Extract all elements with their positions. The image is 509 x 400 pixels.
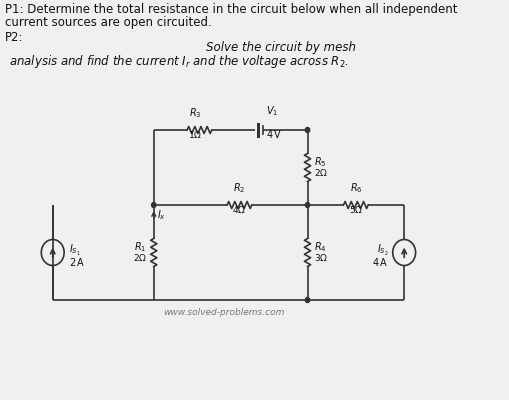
- Text: analysis and find the current $I_r$ and the voltage across $R_2$.: analysis and find the current $I_r$ and …: [9, 53, 348, 70]
- Text: $1\Omega$: $1\Omega$: [188, 129, 202, 140]
- Text: $R_5$: $R_5$: [313, 156, 326, 170]
- Circle shape: [305, 202, 309, 208]
- Circle shape: [305, 128, 309, 132]
- Text: current sources are open circuited.: current sources are open circuited.: [5, 16, 212, 29]
- Text: $I_{S_1}$: $I_{S_1}$: [68, 243, 80, 258]
- Text: P1: Determine the total resistance in the circuit below when all independent: P1: Determine the total resistance in th…: [5, 3, 457, 16]
- Text: $V_1$: $V_1$: [266, 104, 278, 118]
- Text: $R_2$: $R_2$: [233, 181, 245, 195]
- Text: $3\Omega$: $3\Omega$: [313, 252, 327, 263]
- Text: $I_x$: $I_x$: [157, 208, 166, 222]
- Text: www.solved-problems.com: www.solved-problems.com: [163, 308, 284, 317]
- Text: $4\,\mathrm{V}$: $4\,\mathrm{V}$: [266, 128, 282, 140]
- Circle shape: [151, 202, 156, 208]
- Text: $4\,\mathrm{A}$: $4\,\mathrm{A}$: [371, 256, 387, 268]
- Text: $R_3$: $R_3$: [188, 106, 201, 120]
- Text: $R_1$: $R_1$: [134, 240, 147, 254]
- Text: $4\Omega$: $4\Omega$: [232, 204, 246, 215]
- Text: $R_4$: $R_4$: [313, 240, 326, 254]
- Text: $2\Omega$: $2\Omega$: [313, 167, 327, 178]
- Text: $2\,\mathrm{A}$: $2\,\mathrm{A}$: [68, 256, 84, 268]
- Text: P2:: P2:: [5, 31, 24, 44]
- Text: $5\Omega$: $5\Omega$: [348, 204, 362, 215]
- Circle shape: [305, 298, 309, 302]
- Text: $I_{S_2}$: $I_{S_2}$: [376, 243, 387, 258]
- Text: Solve the circuit by mesh: Solve the circuit by mesh: [206, 41, 355, 54]
- Text: $2\Omega$: $2\Omega$: [132, 252, 147, 263]
- Text: $R_6$: $R_6$: [349, 181, 361, 195]
